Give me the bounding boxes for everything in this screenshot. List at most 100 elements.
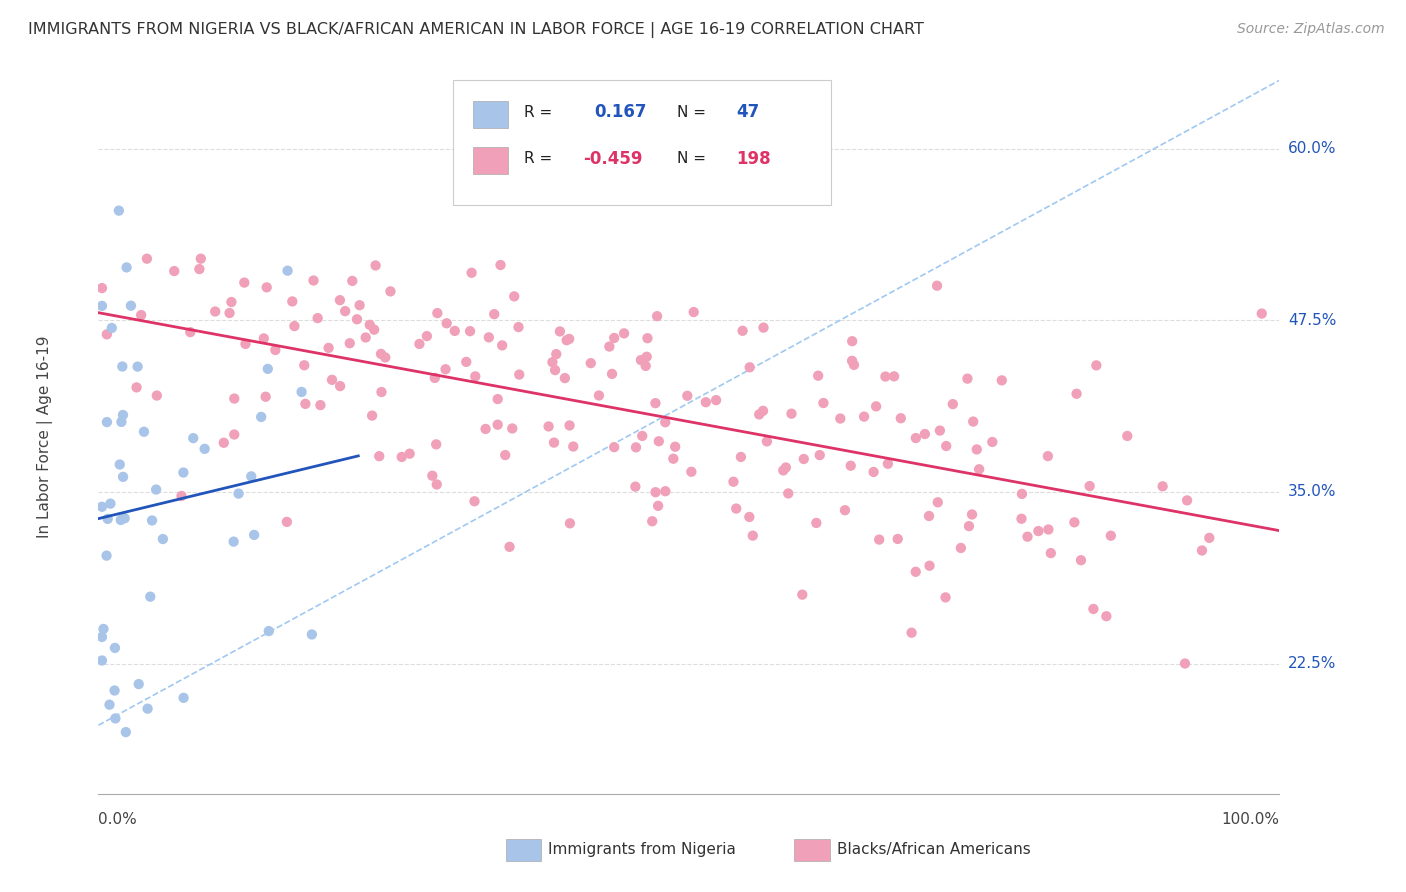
Point	[224, 392, 246, 406]
Point	[416, 329, 439, 343]
Point	[1152, 479, 1174, 493]
Point	[108, 203, 131, 218]
Point	[793, 452, 815, 467]
Point	[135, 252, 157, 266]
Point	[302, 273, 325, 287]
Point	[426, 306, 449, 320]
Point	[731, 324, 754, 338]
Point	[484, 307, 506, 321]
Point	[503, 289, 526, 303]
Point	[478, 330, 501, 344]
Text: Immigrants from Nigeria: Immigrants from Nigeria	[548, 842, 737, 856]
Point	[253, 331, 276, 345]
Point	[543, 435, 565, 450]
Point	[361, 409, 384, 423]
Text: 198: 198	[737, 150, 770, 168]
Point	[842, 358, 865, 372]
Point	[1066, 386, 1088, 401]
Point	[91, 653, 114, 667]
Point	[346, 312, 368, 326]
Point	[645, 309, 668, 323]
Point	[603, 440, 626, 454]
Point	[498, 540, 520, 554]
Point	[925, 278, 948, 293]
Point	[464, 369, 486, 384]
Point	[918, 508, 941, 523]
Point	[235, 337, 257, 351]
Point	[434, 362, 457, 376]
Point	[129, 308, 152, 322]
FancyBboxPatch shape	[453, 80, 831, 205]
Point	[91, 281, 114, 295]
Point	[730, 450, 752, 464]
Point	[91, 299, 114, 313]
Point	[890, 411, 912, 425]
Point	[96, 415, 118, 429]
Point	[257, 624, 280, 638]
Point	[676, 389, 699, 403]
Text: 100.0%: 100.0%	[1222, 812, 1279, 827]
Point	[598, 339, 620, 353]
Point	[1191, 543, 1213, 558]
Point	[752, 404, 775, 418]
Point	[256, 280, 278, 294]
Point	[664, 440, 686, 454]
Point	[486, 417, 509, 432]
Point	[1250, 307, 1272, 321]
Point	[112, 470, 135, 484]
Point	[218, 306, 240, 320]
Text: 0.167: 0.167	[595, 103, 647, 121]
Point	[125, 380, 148, 394]
Point	[96, 327, 118, 342]
Point	[967, 462, 990, 476]
FancyBboxPatch shape	[472, 101, 508, 128]
Point	[292, 359, 315, 373]
Point	[391, 450, 413, 464]
Point	[853, 409, 876, 424]
Point	[363, 323, 385, 337]
Point	[1063, 516, 1085, 530]
Point	[981, 434, 1004, 449]
Point	[100, 321, 122, 335]
Text: 0.0%: 0.0%	[98, 812, 138, 827]
Point	[508, 320, 530, 334]
Point	[141, 513, 163, 527]
Point	[834, 503, 856, 517]
Point	[222, 534, 245, 549]
Point	[636, 350, 658, 364]
Point	[115, 260, 138, 275]
Point	[240, 469, 263, 483]
Point	[883, 369, 905, 384]
Point	[807, 368, 830, 383]
Point	[368, 449, 391, 463]
Point	[190, 252, 212, 266]
Point	[204, 304, 226, 318]
Point	[1174, 657, 1197, 671]
Point	[704, 393, 727, 408]
Point	[114, 725, 136, 739]
Point	[111, 408, 134, 422]
Point	[474, 422, 496, 436]
Point	[681, 465, 703, 479]
Point	[181, 431, 204, 445]
Text: N =: N =	[678, 152, 706, 166]
Point	[486, 392, 509, 406]
Point	[600, 367, 623, 381]
Point	[772, 463, 794, 477]
Text: 47: 47	[737, 103, 759, 121]
Point	[93, 622, 115, 636]
Point	[359, 318, 381, 332]
Point	[264, 343, 287, 357]
Point	[254, 390, 277, 404]
Point	[876, 457, 898, 471]
Point	[1083, 602, 1105, 616]
Point	[179, 325, 201, 339]
Point	[460, 266, 482, 280]
Point	[613, 326, 636, 341]
Point	[541, 355, 564, 369]
Point	[1036, 449, 1059, 463]
Point	[725, 501, 748, 516]
Point	[329, 379, 352, 393]
Point	[228, 486, 250, 500]
Point	[91, 500, 114, 514]
